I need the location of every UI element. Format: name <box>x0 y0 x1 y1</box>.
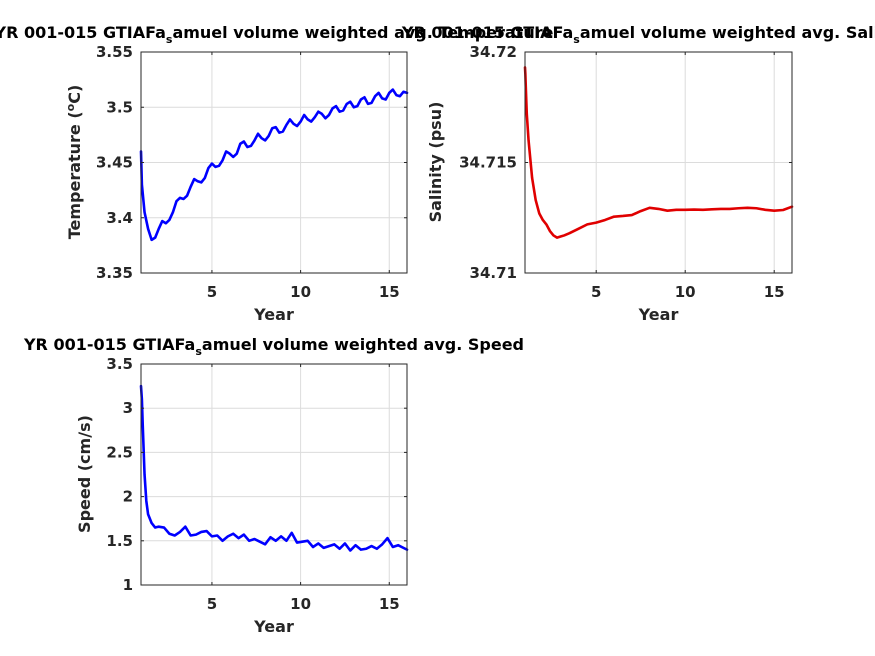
x-axis-label: Year <box>253 617 294 636</box>
y-tick-label: 2 <box>123 488 133 506</box>
y-axis-label: Speed (cm/s) <box>75 415 94 533</box>
y-axis-label: Temperature (oC) <box>64 85 84 240</box>
series-line-1 <box>523 66 794 239</box>
chart-title: YR 001-015 GTIAFasamuel volume weighted … <box>23 335 524 358</box>
x-tick-label: 10 <box>290 283 311 301</box>
x-axis-label: Year <box>638 305 679 324</box>
y-tick-label: 34.72 <box>470 43 517 61</box>
x-tick-label: 15 <box>379 595 400 613</box>
chart-panel-3: 5 10 15 1 1.5 2 2.5 3 3.5 Year Speed (cm/s) YR 001-… <box>23 335 524 636</box>
x-tick-label: 5 <box>207 283 217 301</box>
chart-title: YR 001-015 GTIAFasamuel volume weighted … <box>0 23 554 46</box>
y-tick-label: 3.5 <box>106 98 133 116</box>
y-tick-label: 34.715 <box>459 154 517 172</box>
y-tick-label: 1 <box>123 576 133 594</box>
x-tick-label: 5 <box>207 595 217 613</box>
series-line-1 <box>139 384 409 552</box>
y-tick-label: 3.55 <box>96 43 133 61</box>
y-tick-label: 3.45 <box>96 154 133 172</box>
y-tick-label: 3.35 <box>96 264 133 282</box>
y-tick-label: 34.71 <box>470 264 517 282</box>
y-tick-label: 2.5 <box>106 443 133 461</box>
x-tick-label: 15 <box>764 283 785 301</box>
y-tick-label: 1.5 <box>106 532 133 550</box>
x-tick-label: 10 <box>290 595 311 613</box>
axes-box <box>140 363 408 586</box>
y-axis-label: Salinity (psu) <box>426 102 445 223</box>
y-tick-label: 3.5 <box>106 355 133 373</box>
x-tick-label: 5 <box>591 283 601 301</box>
plot-area <box>141 364 407 585</box>
x-tick-label: 15 <box>379 283 400 301</box>
y-tick-label: 3.4 <box>106 209 133 227</box>
x-axis-label: Year <box>253 305 294 324</box>
y-tick-label: 3 <box>123 399 133 417</box>
x-tick-label: 10 <box>675 283 696 301</box>
chart-title: YR 001-015 GTIAFasamuel volume weighted … <box>401 23 875 46</box>
chart-panel-1: 5 10 15 3.35 3.4 3.45 3.5 3.55 Year Temperature (… <box>0 23 554 324</box>
series-line-1 <box>139 88 409 242</box>
chart-panel-2: 5 10 15 34.71 34.715 34.72 Year Salinity (psu) Y… <box>401 23 875 324</box>
